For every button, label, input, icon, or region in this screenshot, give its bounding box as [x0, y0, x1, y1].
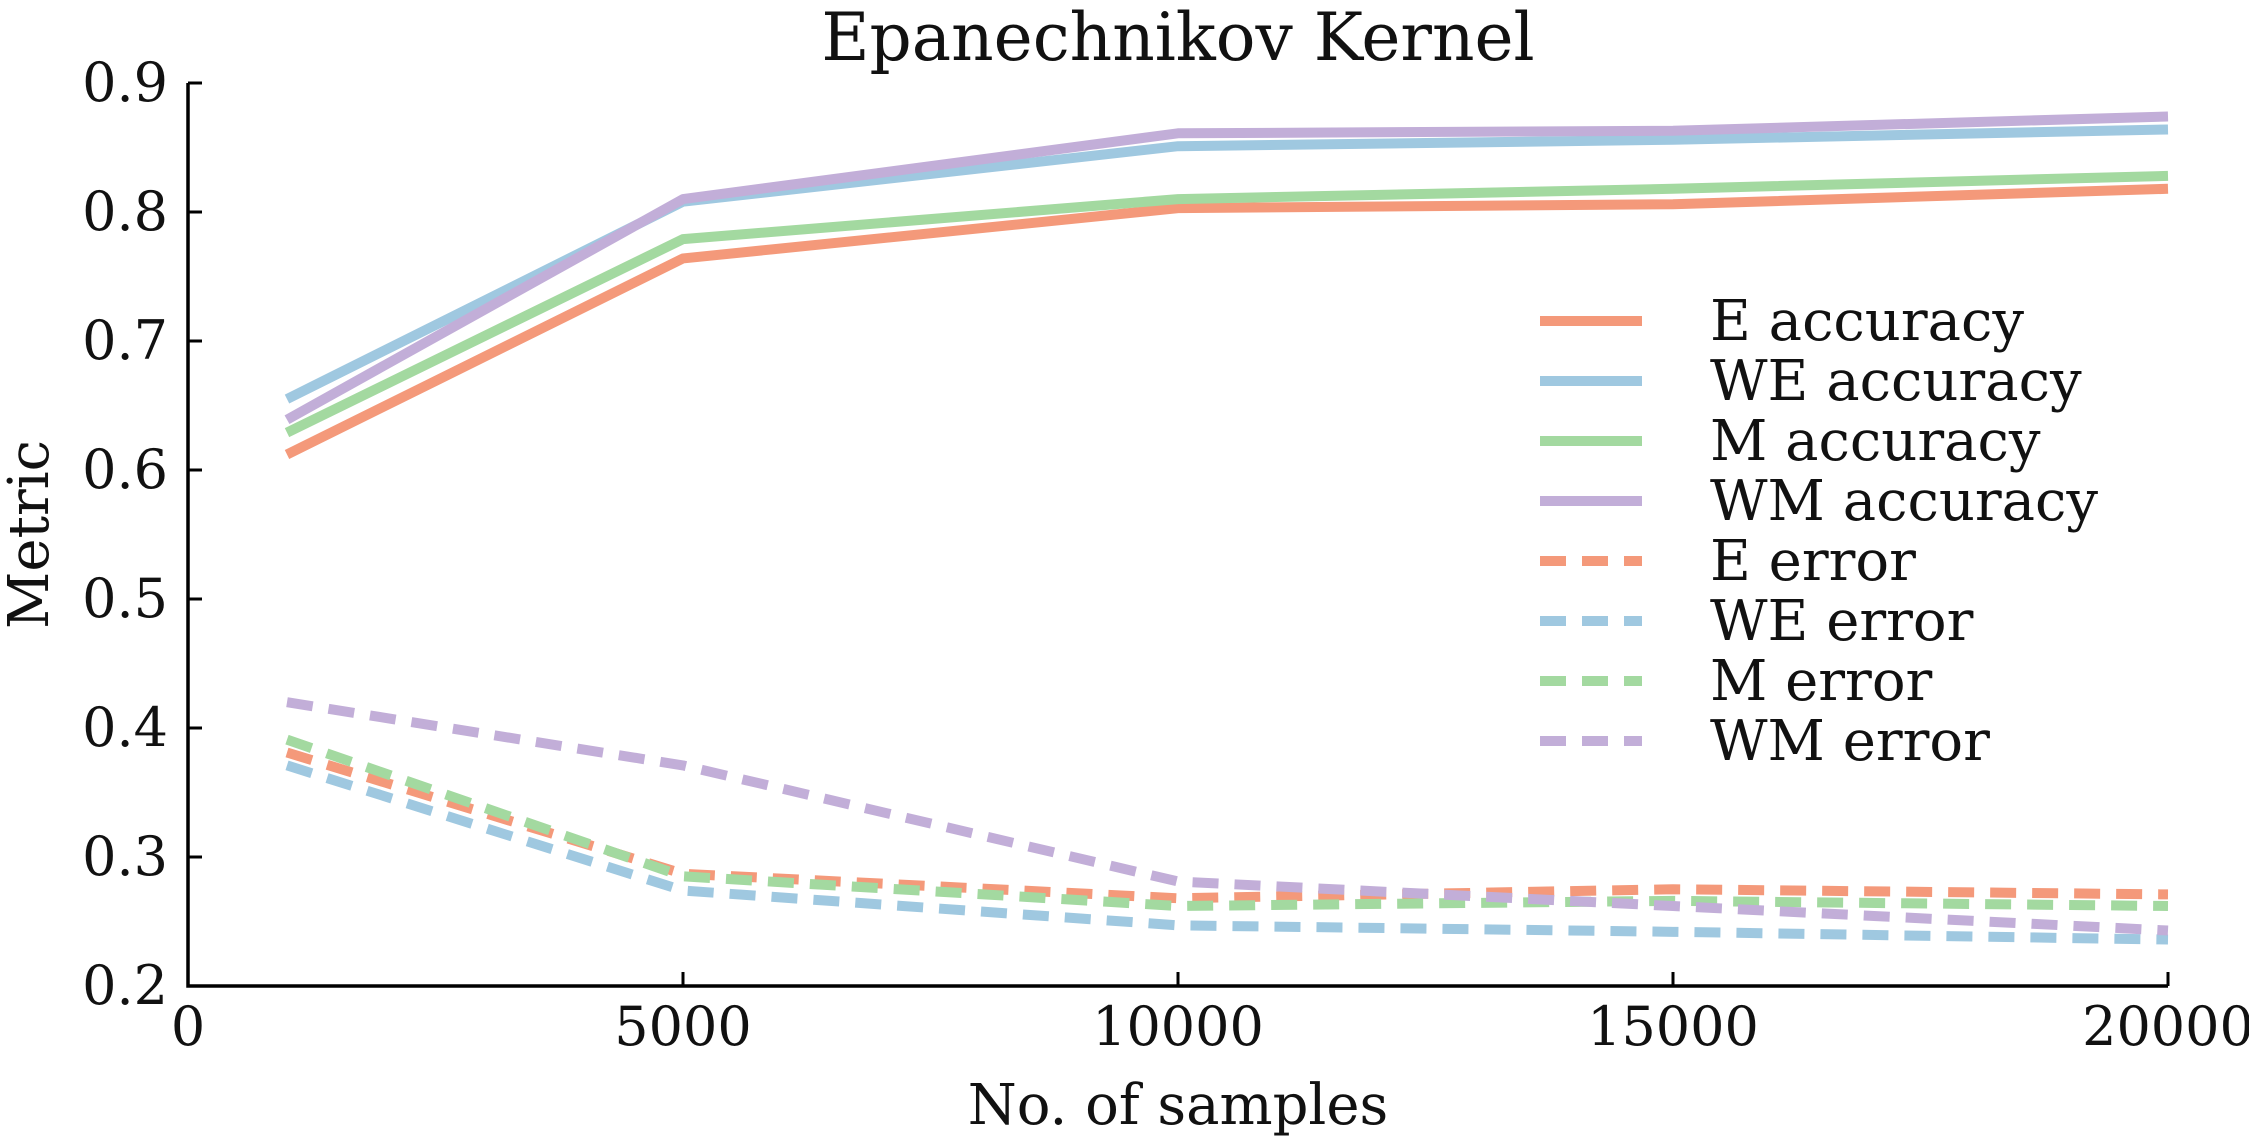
x-tick-label: 0	[171, 995, 205, 1058]
legend-label: E error	[1710, 529, 1916, 594]
y-tick-label: 0.4	[82, 696, 168, 759]
y-tick-label: 0.3	[82, 825, 168, 888]
y-tick-label: 0.8	[82, 180, 168, 243]
x-axis-label: No. of samples	[968, 1073, 1388, 1138]
series-line-wm-accuracy	[284, 111, 2169, 425]
series-wm-accuracy	[284, 111, 2169, 425]
legend-label: M error	[1710, 649, 1933, 714]
y-tick-label: 0.5	[82, 567, 168, 630]
legend-item-m-error: M error	[1540, 649, 1933, 714]
legend-label: E accuracy	[1710, 289, 2024, 354]
legend-item-we-accuracy: WE accuracy	[1540, 349, 2082, 414]
y-tick-label: 0.7	[82, 309, 168, 372]
ticks: 0 5000 10000 15000 20000 0.2 0.3 0.4 0.5 0.6 0.7 0.…	[82, 51, 2249, 1058]
series-m-error	[285, 734, 2169, 912]
series-we-error	[285, 760, 2169, 945]
y-tick-label: 0.9	[82, 51, 168, 114]
legend-label: WE error	[1710, 589, 1974, 654]
y-axis-label: Metric	[0, 440, 62, 629]
chart-title: Epanechnikov Kernel	[821, 0, 1534, 76]
series-e-error	[285, 747, 2169, 904]
legend-item-e-error: E error	[1540, 529, 1916, 594]
series-line-wm-error	[286, 697, 2169, 936]
legend-label: M accuracy	[1710, 409, 2041, 474]
x-tick-label: 20000	[2082, 995, 2249, 1058]
series-e-accuracy	[284, 183, 2169, 460]
legend-label: WM error	[1710, 709, 1990, 774]
legend-item-wm-accuracy: WM accuracy	[1540, 469, 2098, 534]
series-wm-error	[286, 697, 2169, 936]
legend-label: WE accuracy	[1710, 349, 2082, 414]
series-layer	[284, 111, 2169, 945]
legend-item-wm-error: WM error	[1540, 709, 1990, 774]
y-tick-label: 0.2	[82, 954, 168, 1017]
series-line-e-accuracy	[284, 183, 2169, 460]
series-line-m-error	[285, 734, 2169, 912]
series-m-accuracy	[284, 170, 2169, 438]
series-line-m-accuracy	[284, 170, 2169, 438]
legend-item-we-error: WE error	[1540, 589, 1974, 654]
legend-item-m-accuracy: M accuracy	[1540, 409, 2041, 474]
series-line-we-error	[285, 760, 2169, 945]
legend-label: WM accuracy	[1710, 469, 2098, 534]
y-tick-label: 0.6	[82, 438, 168, 501]
series-line-e-error	[285, 747, 2169, 904]
x-tick-label: 10000	[1092, 995, 1264, 1058]
x-tick-label: 5000	[614, 995, 751, 1058]
x-tick-label: 15000	[1587, 995, 1759, 1058]
legend-item-e-accuracy: E accuracy	[1540, 289, 2024, 354]
